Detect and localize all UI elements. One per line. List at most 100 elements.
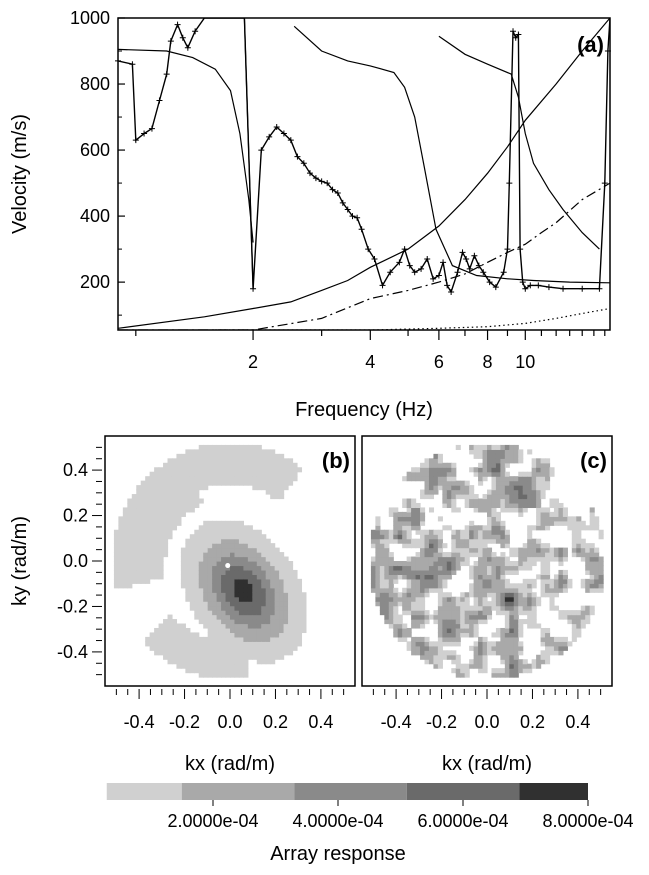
heatmap-cell: [243, 623, 249, 629]
heatmap-cell: [451, 627, 457, 634]
heatmap-cell: [460, 668, 466, 674]
heatmap-cell: [487, 578, 493, 584]
heatmap-cell: [216, 529, 222, 535]
heatmap-cell: [513, 672, 519, 678]
heatmap-cell: [500, 489, 506, 495]
heatmap-cell: [265, 462, 271, 468]
heatmap-cell: [536, 601, 542, 607]
curve-marker: [156, 97, 163, 104]
heatmap-cell: [455, 561, 461, 567]
heatmap-cell: [576, 614, 582, 620]
heatmap-cell: [411, 511, 417, 517]
heatmap-cell: [527, 561, 533, 567]
curve-3: [293, 25, 610, 284]
curve-4: [438, 35, 600, 250]
heatmap-cell: [460, 534, 466, 540]
heatmap-cell: [127, 547, 133, 553]
heatmap-cell: [279, 596, 285, 602]
heatmap-cell: [388, 601, 394, 607]
heatmap-cell: [464, 605, 470, 611]
heatmap-cell: [469, 534, 475, 540]
heatmap-cell: [585, 547, 591, 553]
heatmap-cell: [500, 543, 506, 549]
heatmap-cell: [225, 480, 231, 486]
heatmap-cell: [113, 583, 119, 589]
heatmap-cell: [420, 471, 426, 477]
heatmap-cell: [194, 489, 200, 495]
heatmap-cell: [562, 547, 568, 553]
heatmap-cell: [234, 654, 240, 660]
heatmap-cell: [437, 467, 443, 473]
heatmap-cell: [478, 663, 484, 669]
heatmap-cell: [487, 516, 493, 522]
heatmap-cell: [163, 543, 169, 549]
heatmap-cell: [469, 569, 475, 575]
heatmap-cell: [145, 516, 151, 522]
heatmap-cell: [225, 453, 231, 459]
heatmap-cell: [504, 636, 510, 642]
heatmap-cell: [415, 578, 421, 584]
heatmap-cell: [504, 578, 510, 584]
heatmap-cell: [203, 641, 209, 647]
heatmap-cell: [154, 494, 160, 500]
heatmap-cell: [176, 636, 182, 642]
heatmap-cell: [388, 552, 394, 558]
heatmap-cell: [113, 556, 119, 562]
heatmap-cell: [163, 489, 169, 495]
heatmap-cell: [256, 444, 262, 450]
heatmap-cell: [442, 569, 448, 575]
heatmap-cell: [243, 610, 249, 616]
curve-marker: [184, 44, 191, 51]
heatmap-cell: [230, 569, 236, 575]
heatmap-cell: [265, 547, 271, 553]
heatmap-cell: [185, 480, 191, 486]
heatmap-cell: [203, 458, 209, 464]
heatmap-cell: [225, 444, 231, 450]
heatmap-cell: [292, 627, 298, 634]
heatmap-cell: [478, 543, 484, 549]
heatmap-cell: [473, 645, 479, 651]
heatmap-cell: [393, 561, 399, 567]
heatmap-cell: [504, 489, 510, 495]
heatmap-cell: [163, 525, 169, 531]
heatmap-cell: [571, 529, 577, 535]
heatmap-cell: [247, 641, 253, 647]
heatmap-cell: [270, 641, 276, 647]
heatmap-cell: [171, 458, 178, 464]
curve-marker: [471, 252, 478, 259]
heatmap-cell: [136, 485, 142, 491]
heatmap-cell: [442, 502, 448, 509]
heatmap-cell: [122, 547, 128, 553]
heatmap-cell: [487, 583, 493, 589]
heatmap-cell: [571, 534, 577, 540]
heatmap-cell: [274, 561, 280, 567]
heatmap-cell: [406, 605, 412, 611]
heatmap-cell: [176, 663, 182, 669]
heatmap-cell: [270, 614, 276, 620]
heatmap-cell: [176, 520, 182, 526]
heatmap-cell: [234, 556, 240, 562]
heatmap-cell: [487, 556, 493, 562]
heatmap-cell: [198, 583, 204, 589]
heatmap-cell: [158, 632, 164, 638]
heatmap-cell: [500, 458, 506, 464]
heatmap-cell: [375, 569, 381, 575]
heatmap-cell: [487, 525, 493, 531]
heatmap-cell: [487, 592, 493, 598]
heatmap-cell: [473, 552, 479, 558]
heatmap-cell: [274, 592, 280, 598]
heatmap-cell: [562, 569, 568, 575]
heatmap-cell: [127, 538, 133, 544]
heatmap-cell: [149, 565, 155, 571]
heatmap-cell: [261, 619, 267, 625]
heatmap-cell: [491, 645, 497, 651]
heatmap-cell: [113, 578, 119, 584]
heatmap-cell: [198, 672, 204, 678]
heatmap-cell: [545, 556, 551, 562]
heatmap-cell: [212, 623, 218, 629]
heatmap-cell: [540, 511, 546, 517]
heatmap-cell: [504, 498, 510, 504]
heatmap-cell: [482, 569, 488, 575]
heatmap-cell: [576, 538, 582, 544]
heatmap-cell: [388, 592, 394, 598]
